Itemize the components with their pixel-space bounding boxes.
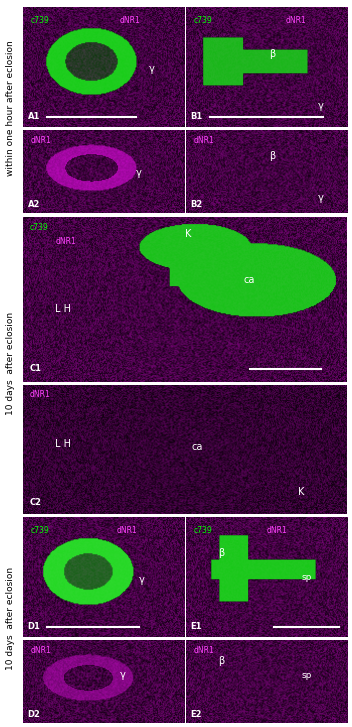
Text: L H: L H xyxy=(55,305,71,315)
Text: B2: B2 xyxy=(190,200,203,209)
Text: dNR1: dNR1 xyxy=(31,646,52,655)
Text: γ: γ xyxy=(136,169,142,178)
Text: γ: γ xyxy=(318,101,323,111)
Text: β: β xyxy=(269,49,276,60)
Text: β: β xyxy=(269,151,276,161)
Text: C2: C2 xyxy=(29,499,41,507)
Text: E1: E1 xyxy=(190,622,202,631)
Text: dNR1: dNR1 xyxy=(119,15,140,25)
Text: c739: c739 xyxy=(31,526,50,535)
Text: E2: E2 xyxy=(190,710,202,719)
Text: γ: γ xyxy=(149,64,155,74)
Text: dNR1: dNR1 xyxy=(194,646,214,655)
Text: dNR1: dNR1 xyxy=(194,136,214,145)
Text: sp: sp xyxy=(302,671,312,680)
Text: dNR1: dNR1 xyxy=(285,15,306,25)
Text: D2: D2 xyxy=(28,710,40,719)
Text: dNR1: dNR1 xyxy=(31,136,52,145)
Text: ca: ca xyxy=(243,275,254,285)
Text: A2: A2 xyxy=(28,200,40,209)
Text: c739: c739 xyxy=(194,526,213,535)
Text: β: β xyxy=(218,547,224,558)
Text: ca: ca xyxy=(191,441,203,451)
Text: K: K xyxy=(298,486,304,497)
Text: B1: B1 xyxy=(190,112,203,121)
Text: dNR1: dNR1 xyxy=(55,236,76,246)
Text: C1: C1 xyxy=(29,364,41,374)
Text: γ: γ xyxy=(318,193,323,203)
Text: within one hour after eclosion: within one hour after eclosion xyxy=(6,41,15,176)
Text: dNR1: dNR1 xyxy=(266,526,287,535)
Text: sp: sp xyxy=(302,573,312,582)
Text: A1: A1 xyxy=(28,112,40,121)
Text: 10 days  after eclosion: 10 days after eclosion xyxy=(6,567,15,670)
Text: γ: γ xyxy=(139,574,145,585)
Text: D1: D1 xyxy=(28,622,40,631)
Text: K: K xyxy=(185,228,191,238)
Text: c739: c739 xyxy=(31,15,50,25)
Text: β: β xyxy=(218,656,224,666)
Text: L H: L H xyxy=(55,439,71,449)
Text: dNR1: dNR1 xyxy=(116,526,137,535)
Text: γ: γ xyxy=(119,670,125,680)
Text: c739: c739 xyxy=(194,15,213,25)
Text: 10 days  after eclosion: 10 days after eclosion xyxy=(6,312,15,415)
Text: dNR1: dNR1 xyxy=(29,390,50,400)
Text: c739: c739 xyxy=(29,223,48,233)
